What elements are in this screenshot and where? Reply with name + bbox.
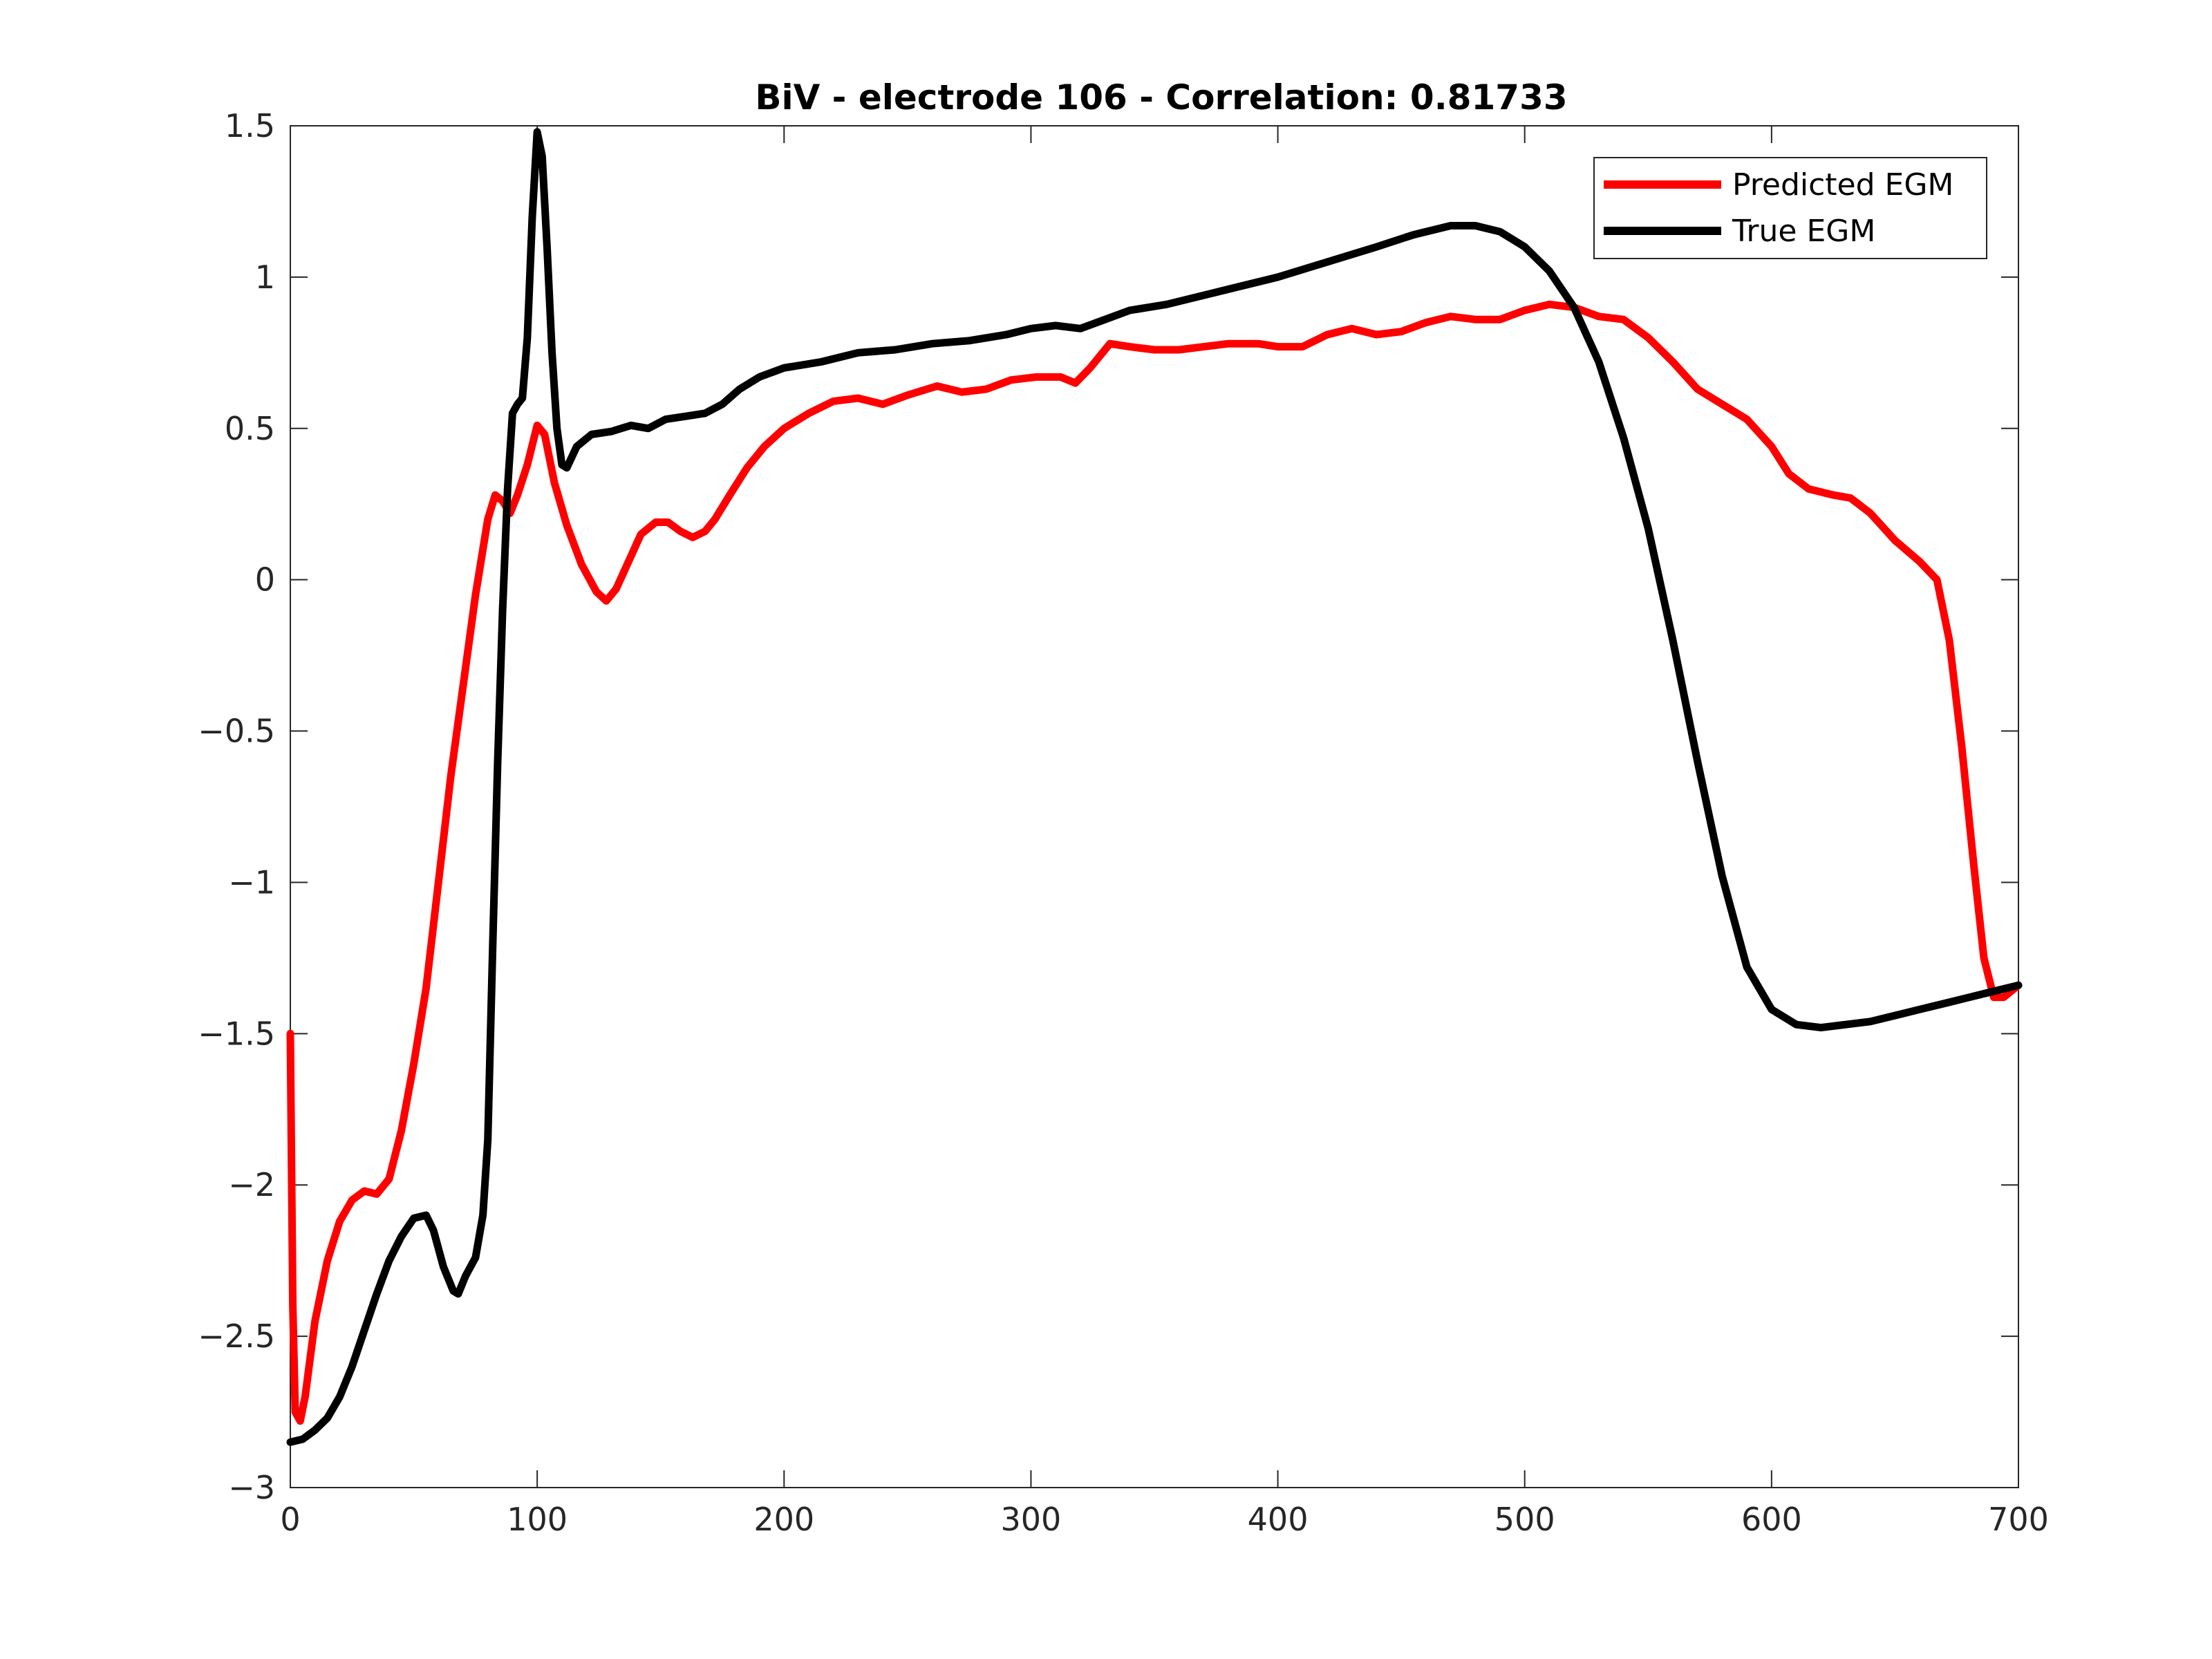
y-tick-label: −1.5 — [198, 1015, 275, 1052]
y-axis-tick-labels: −3 −2.5 −2 −1.5 −1 −0.5 0 0.5 1 1.5 — [198, 107, 275, 1506]
y-tick-label: −2.5 — [198, 1318, 275, 1355]
y-tick-label: −0.5 — [198, 713, 275, 750]
legend-box — [1593, 157, 1987, 259]
legend-label-predicted-egm: Predicted EGM — [1732, 167, 1953, 203]
y-tick-label: 1 — [255, 259, 275, 296]
x-tick-label: 600 — [1741, 1501, 1802, 1538]
series-line-predicted-egm — [286, 300, 2023, 1425]
legend-label-true-egm: True EGM — [1732, 214, 1875, 249]
y-tick-label: −2 — [228, 1166, 275, 1203]
y-tick-label: 1.5 — [225, 107, 275, 144]
plot-area: 0 100 200 300 400 500 600 700 −3 −2.5 −2 −1.5 −1 −0.… — [198, 107, 2049, 1538]
x-tick-label: 300 — [1001, 1501, 1062, 1538]
series-lines — [286, 128, 2023, 1446]
x-tick-label: 400 — [1248, 1501, 1309, 1538]
legend: Predicted EGM True EGM — [1593, 157, 1987, 259]
x-tick-label: 200 — [753, 1501, 814, 1538]
y-tick-label: −1 — [228, 863, 275, 901]
y-tick-label: −3 — [228, 1469, 275, 1506]
y-tick-label: 0 — [255, 561, 275, 599]
x-axis-tick-labels: 0 100 200 300 400 500 600 700 — [280, 1501, 2049, 1538]
chart-title: BiV - electrode 106 - Correlation: 0.817… — [755, 77, 1567, 118]
y-tick-label: 0.5 — [225, 410, 275, 447]
x-tick-label: 0 — [280, 1501, 300, 1538]
x-tick-label: 500 — [1494, 1501, 1555, 1538]
series-line-true-egm — [286, 128, 2023, 1446]
x-tick-label: 100 — [507, 1501, 568, 1538]
x-tick-label: 700 — [1988, 1501, 2049, 1538]
